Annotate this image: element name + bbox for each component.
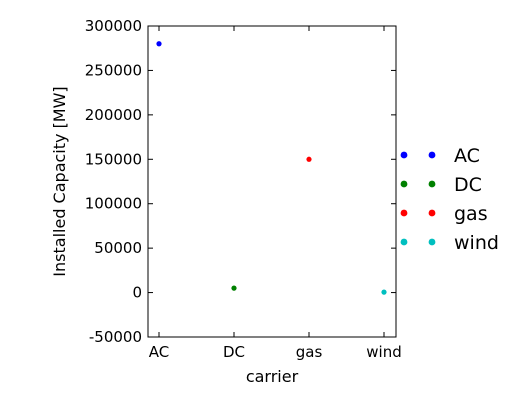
y-axis-label: Installed Capacity [MW] bbox=[50, 86, 69, 276]
data-point-gas bbox=[306, 156, 312, 162]
data-points bbox=[156, 41, 387, 295]
legend-marker-wind bbox=[400, 238, 408, 246]
y-tick-label: 250000 bbox=[85, 61, 142, 79]
y-tick-label: 0 bbox=[132, 284, 142, 302]
x-tick-label: DC bbox=[223, 343, 245, 361]
data-point-wind bbox=[381, 289, 387, 295]
legend-label-DC: DC bbox=[454, 174, 482, 196]
y-tick-label: 100000 bbox=[85, 195, 142, 213]
legend-label-AC: AC bbox=[454, 145, 480, 167]
x-tick-label: wind bbox=[366, 343, 401, 361]
y-tick-label: 150000 bbox=[85, 150, 142, 168]
legend-marker-wind bbox=[428, 238, 436, 246]
x-axis: AC DC gas wind bbox=[149, 26, 402, 361]
y-tick-label: -50000 bbox=[89, 328, 142, 346]
x-axis-label: carrier bbox=[246, 367, 299, 386]
legend-marker-DC bbox=[428, 180, 436, 188]
x-tick-label: AC bbox=[149, 343, 169, 361]
legend-marker-gas bbox=[428, 209, 436, 217]
legend-marker-DC bbox=[400, 180, 408, 188]
y-tick-label: 200000 bbox=[85, 106, 142, 124]
legend-marker-AC bbox=[400, 151, 408, 159]
x-tick-label: gas bbox=[296, 343, 323, 361]
legend-marker-gas bbox=[400, 209, 408, 217]
legend-label-wind: wind bbox=[454, 232, 499, 254]
legend: AC DC gas wind bbox=[400, 145, 499, 254]
y-tick-label: 50000 bbox=[94, 239, 142, 257]
y-tick-label: 300000 bbox=[85, 17, 142, 35]
plot-frame bbox=[147, 25, 397, 338]
data-point-AC bbox=[156, 41, 162, 47]
legend-marker-AC bbox=[428, 151, 436, 159]
legend-label-gas: gas bbox=[454, 203, 488, 225]
y-axis: -50000 0 50000 100000 150000 200000 250000 3000… bbox=[85, 17, 396, 346]
data-point-DC bbox=[231, 285, 237, 291]
